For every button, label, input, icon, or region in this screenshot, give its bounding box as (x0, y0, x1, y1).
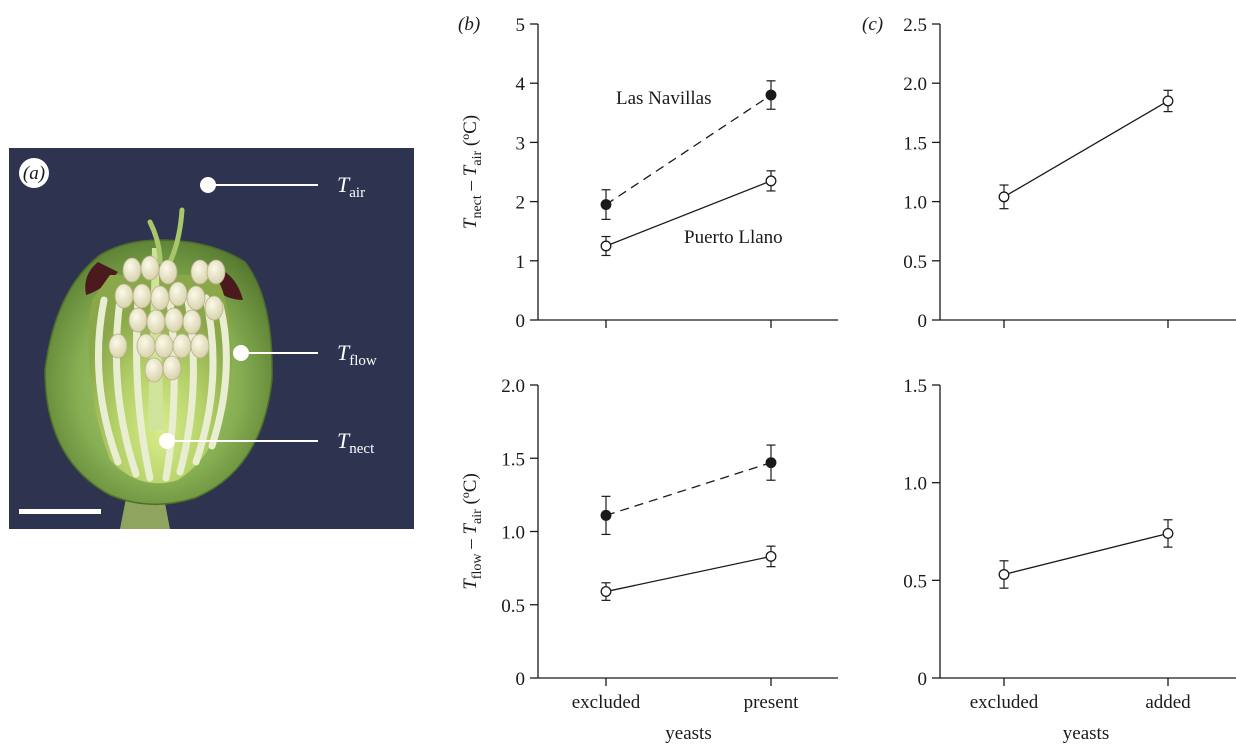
x-axis-title: yeasts (1063, 723, 1109, 744)
charts: 0 1 2 3 4 5 Tnect – Tair (ºC) (b) Las Navillas Pu… (458, 14, 1236, 744)
data-point (765, 175, 777, 187)
y-axis-title: Tnect – Tair (ºC) (460, 115, 485, 229)
y-tick-label: 2.0 (501, 376, 525, 397)
data-point (765, 550, 777, 562)
panel-label: (b) (458, 14, 480, 35)
flower-photo: (a) Tair Tflow Tnect (9, 148, 414, 529)
y-tick-label: 2 (516, 193, 526, 214)
chart-b-bottom: 0 0.5 1.0 1.5 2.0 excluded present yeasts Tflow … (460, 376, 838, 744)
chart-b-top: 0 1 2 3 4 5 Tnect – Tair (ºC) (b) Las Navillas Pu… (458, 14, 838, 332)
series-las-navillas: Las Navillas (600, 80, 777, 220)
stigma (147, 219, 163, 265)
y-tick-label: 1.5 (501, 449, 525, 470)
stigma (167, 207, 185, 265)
y-tick-label: 1 (516, 252, 526, 273)
series-line (605, 555, 772, 593)
anthers (108, 255, 226, 383)
data-point (765, 89, 777, 101)
y-axis-title: Tflow – Tair (ºC) (460, 473, 485, 590)
series-line (1003, 100, 1169, 198)
x-tick-label: excluded (572, 692, 641, 713)
data-point (998, 191, 1010, 203)
data-point (765, 457, 777, 469)
series-line (605, 94, 772, 206)
panel-a-label: (a) (23, 163, 45, 184)
data-point (600, 240, 612, 252)
y-tick-label: 0.5 (501, 596, 525, 617)
marker-label-air: Tair (337, 172, 365, 201)
series-line (605, 180, 772, 247)
y-tick-label: 1.5 (903, 376, 927, 397)
panel-label: (c) (862, 14, 883, 35)
y-tick-label: 1.0 (903, 193, 927, 214)
series-open (600, 545, 777, 601)
data-point (600, 199, 612, 211)
series-puerto-llano: Puerto Llano (600, 170, 783, 257)
series-label: Puerto Llano (684, 227, 783, 248)
y-tick-label: 0.5 (903, 252, 927, 273)
series-open (998, 89, 1174, 210)
y-tick-label: 5 (516, 15, 526, 36)
y-tick-label: 1.5 (903, 133, 927, 154)
y-tick-label: 0 (918, 669, 928, 690)
y-tick-label: 2.0 (903, 74, 927, 95)
series-open (998, 519, 1174, 589)
x-tick-label: present (744, 692, 800, 713)
marker-label-nect: Tnect (337, 428, 375, 457)
series-line (1003, 532, 1169, 576)
series-label: Las Navillas (616, 88, 712, 109)
tepal-blotch (85, 262, 118, 295)
flower-illustration (44, 207, 273, 529)
data-point (998, 569, 1010, 580)
panel-a-label-badge (19, 158, 49, 188)
data-point (1162, 528, 1174, 539)
y-tick-label: 1.0 (903, 474, 927, 495)
data-point (1162, 95, 1174, 107)
chart-c-top: 0 0.5 1.0 1.5 2.0 2.5 (c) (862, 14, 1236, 332)
y-tick-label: 0 (918, 311, 928, 332)
chart-c-bottom: 0 0.5 1.0 1.5 excluded added yeasts (903, 376, 1236, 744)
y-tick-label: 3 (516, 133, 526, 154)
series-filled (600, 444, 777, 536)
x-axis-title: yeasts (665, 723, 711, 744)
x-tick-label: added (1145, 692, 1191, 713)
x-tick-label: excluded (970, 692, 1039, 713)
scale-bar (19, 509, 101, 514)
y-tick-label: 0 (516, 669, 526, 690)
data-point (600, 586, 612, 598)
y-tick-label: 0 (516, 311, 526, 332)
data-point (600, 509, 612, 521)
marker-label-flow: Tflow (337, 340, 377, 369)
y-tick-label: 1.0 (501, 523, 525, 544)
series-line (605, 462, 772, 517)
y-tick-label: 4 (516, 74, 526, 95)
y-tick-label: 2.5 (903, 15, 927, 36)
y-tick-label: 0.5 (903, 571, 927, 592)
